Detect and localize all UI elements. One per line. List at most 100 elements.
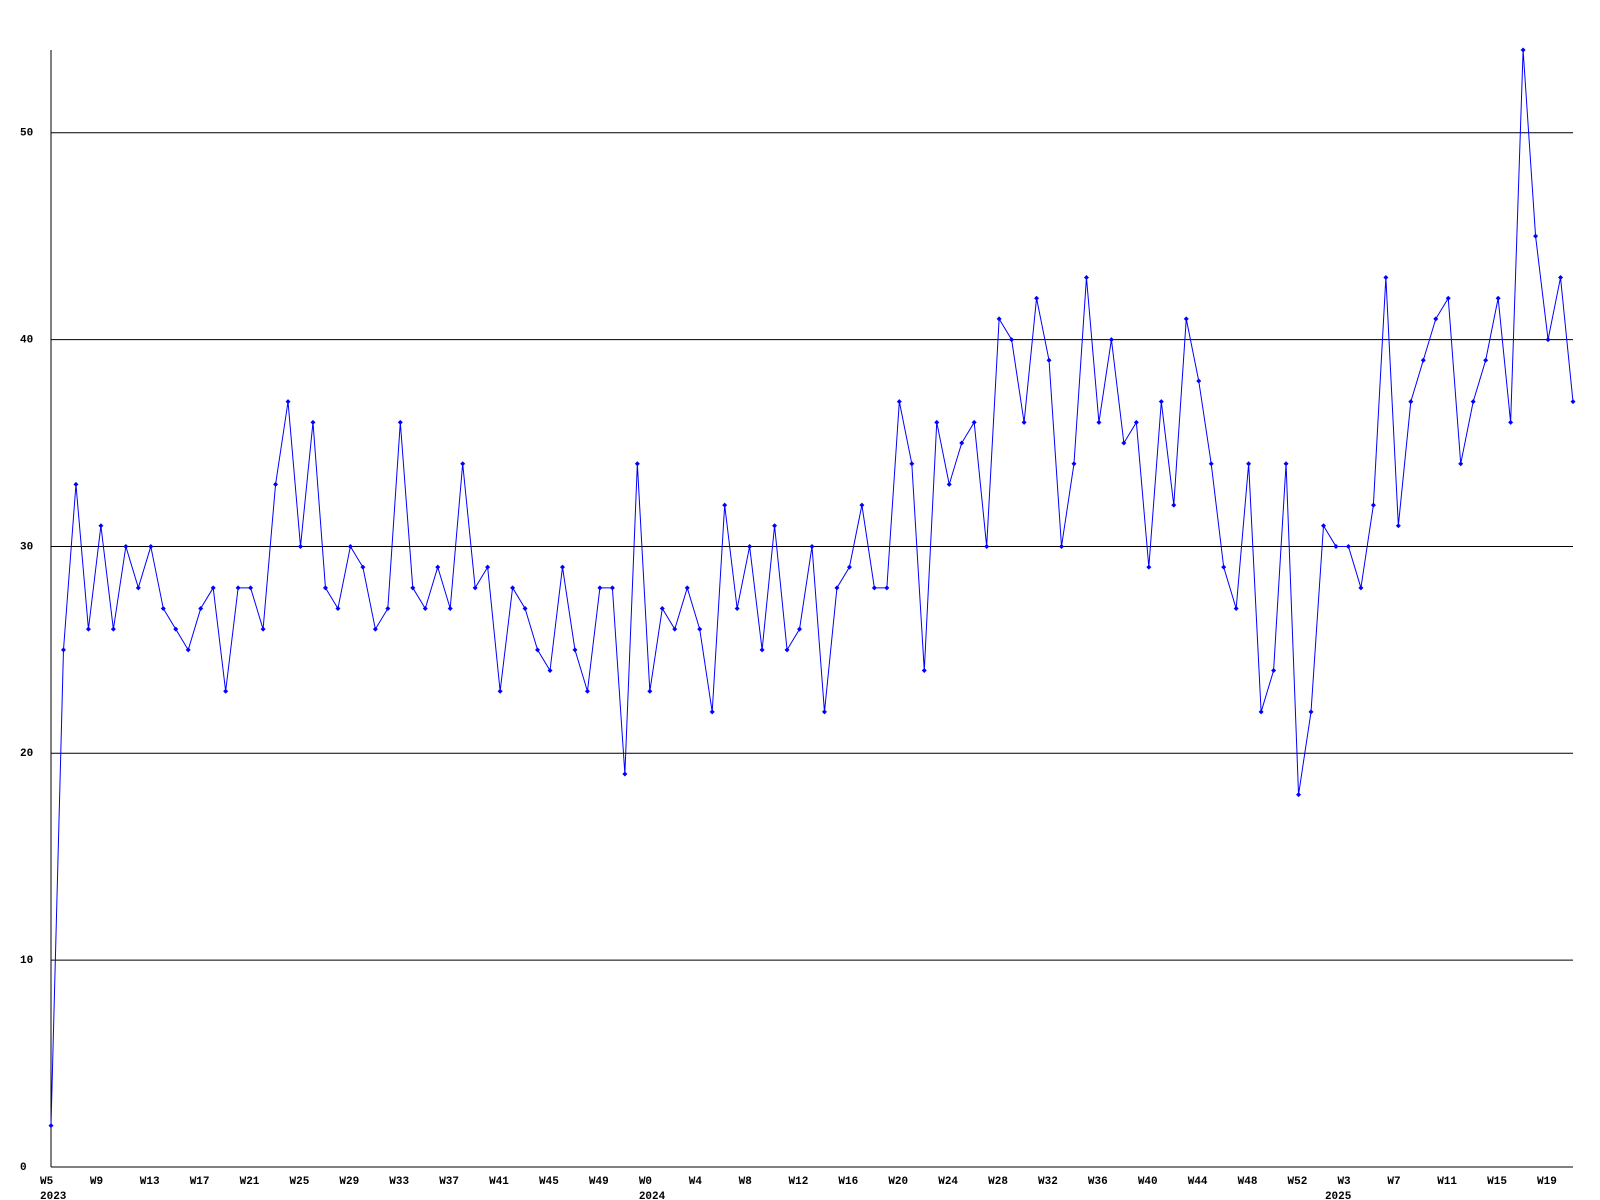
- data-point: [298, 543, 304, 549]
- data-point: [1533, 233, 1539, 239]
- data-point: [210, 585, 216, 591]
- data-point: [248, 585, 254, 591]
- data-point: [1558, 275, 1564, 281]
- data-point: [322, 585, 328, 591]
- data-point: [48, 1123, 54, 1129]
- data-point: [485, 564, 491, 570]
- data-point: [60, 647, 66, 653]
- x-tick-label: W12: [789, 1176, 809, 1188]
- x-year-label: 2025: [1325, 1191, 1352, 1200]
- x-tick-label: W13: [140, 1176, 160, 1188]
- data-point: [185, 647, 191, 653]
- data-point: [1283, 461, 1289, 467]
- data-point: [198, 606, 204, 611]
- x-tick-label: W16: [838, 1176, 858, 1188]
- data-point: [1458, 461, 1464, 467]
- data-point: [1071, 461, 1077, 467]
- data-point: [397, 419, 403, 425]
- x-tick-label: W11: [1437, 1176, 1457, 1188]
- data-point: [946, 481, 952, 487]
- data-point: [447, 606, 453, 611]
- data-point: [360, 564, 366, 570]
- x-tick-label: W49: [589, 1176, 609, 1188]
- data-point: [1108, 337, 1114, 343]
- data-point: [809, 543, 815, 549]
- data-point: [672, 626, 678, 632]
- y-tick-label: 40: [20, 334, 33, 346]
- data-point: [697, 626, 703, 632]
- data-point: [285, 399, 291, 405]
- x-tick-label: W17: [190, 1176, 210, 1188]
- data-point: [510, 585, 516, 591]
- data-point: [1221, 564, 1227, 570]
- data-point: [1320, 523, 1326, 529]
- data-point: [959, 440, 965, 446]
- data-point: [1470, 399, 1476, 405]
- data-point: [659, 606, 665, 611]
- data-point: [622, 771, 628, 777]
- data-point: [522, 606, 528, 611]
- data-point: [1034, 295, 1040, 301]
- data-point: [1408, 399, 1414, 405]
- x-tick-label: W9: [90, 1176, 103, 1188]
- data-point: [85, 626, 91, 632]
- x-tick-label: W33: [389, 1176, 409, 1188]
- data-point: [971, 419, 977, 425]
- y-tick-label: 30: [20, 541, 33, 553]
- data-point: [1545, 337, 1551, 343]
- x-tick-label: W25: [290, 1176, 310, 1188]
- x-tick-label: W28: [988, 1176, 1008, 1188]
- data-point: [996, 316, 1002, 322]
- data-point: [734, 606, 740, 611]
- x-tick-label: W4: [689, 1176, 703, 1188]
- data-point: [584, 688, 590, 694]
- data-point: [410, 585, 416, 591]
- data-point: [1246, 461, 1252, 467]
- data-point: [1121, 440, 1127, 446]
- data-point: [1271, 668, 1277, 674]
- data-point: [884, 585, 890, 591]
- data-point: [559, 564, 565, 570]
- x-tick-label: W19: [1537, 1176, 1557, 1188]
- data-point: [747, 543, 753, 549]
- data-point: [934, 419, 940, 425]
- data-point: [1433, 316, 1439, 322]
- data-point: [1258, 709, 1264, 715]
- data-point: [1345, 543, 1351, 549]
- data-point: [1508, 419, 1514, 425]
- data-point: [235, 585, 241, 591]
- data-point: [1196, 378, 1202, 384]
- y-tick-label: 0: [20, 1162, 27, 1174]
- data-point: [547, 668, 553, 674]
- x-tick-label: W8: [739, 1176, 753, 1188]
- data-point: [310, 419, 316, 425]
- x-tick-label: W7: [1387, 1176, 1400, 1188]
- data-point: [597, 585, 603, 591]
- data-point: [1296, 792, 1302, 798]
- data-point: [984, 543, 990, 549]
- data-point: [1146, 564, 1152, 570]
- data-point: [634, 461, 640, 467]
- data-point: [846, 564, 852, 570]
- data-point: [135, 585, 141, 591]
- data-point: [834, 585, 840, 591]
- x-tick-label: W48: [1238, 1176, 1258, 1188]
- data-point: [1308, 709, 1314, 715]
- data-point: [709, 709, 715, 715]
- data-point: [1520, 47, 1526, 53]
- data-point: [609, 585, 615, 591]
- x-tick-label: W41: [489, 1176, 509, 1188]
- data-point: [722, 502, 728, 508]
- data-point: [772, 523, 778, 529]
- y-tick-label: 50: [20, 128, 33, 140]
- data-point: [1358, 585, 1364, 591]
- data-point: [1495, 295, 1501, 301]
- x-tick-label: W32: [1038, 1176, 1058, 1188]
- x-tick-label: W36: [1088, 1176, 1108, 1188]
- data-point: [821, 709, 827, 715]
- data-point: [1333, 543, 1339, 549]
- data-point: [160, 606, 166, 611]
- data-point: [797, 626, 803, 632]
- data-point: [535, 647, 541, 653]
